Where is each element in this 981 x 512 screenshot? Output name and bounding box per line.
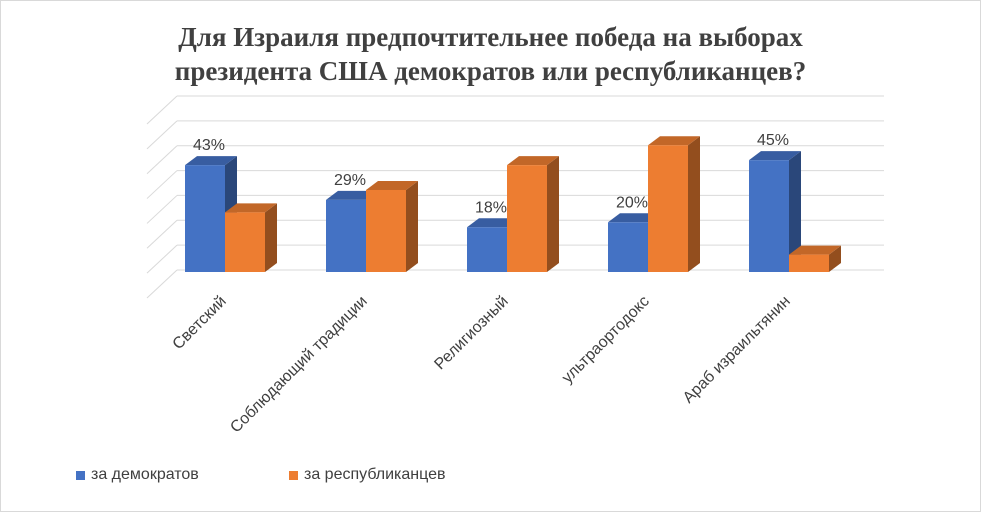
legend-item-republicans: за республиканцев: [289, 466, 446, 484]
data-label: 18%: [475, 199, 507, 216]
bar-top: [185, 156, 237, 166]
data-label: 43%: [193, 137, 225, 154]
legend-label-republicans: за республиканцев: [304, 466, 446, 483]
bar-top: [225, 203, 277, 213]
bar: [185, 165, 225, 272]
bar-side: [547, 156, 559, 272]
gridline-diagonal: [146, 269, 178, 299]
legend-swatch-democrats: [76, 470, 85, 480]
legend-swatch-republicans: [289, 470, 298, 480]
data-label: 45%: [757, 132, 789, 149]
bar: [608, 222, 648, 272]
legend-item-democrats: за демократов: [76, 466, 199, 484]
legend: за демократов за республиканцев: [0, 466, 981, 488]
gridline-diagonal: [146, 170, 178, 199]
bar-side: [789, 151, 801, 272]
category-label: Религиозный: [431, 293, 511, 373]
category-label: ультраортодокс: [559, 293, 653, 387]
bar-top: [648, 136, 700, 146]
category-label: Светский: [170, 293, 230, 353]
data-label: 29%: [334, 172, 366, 189]
category-label: Араб израильтянин: [680, 293, 794, 407]
bar-side: [406, 180, 418, 272]
data-label: 20%: [616, 194, 648, 211]
bar-top: [608, 213, 660, 223]
bar: [648, 145, 688, 272]
gridline-diagonal: [146, 120, 178, 150]
gridline-diagonal: [146, 145, 178, 175]
chart-title: Для Израиля предпочтительнее победа на в…: [0, 20, 981, 88]
bar-top: [467, 218, 519, 228]
bar-top: [749, 151, 801, 161]
legend-label-democrats: за демократов: [91, 466, 199, 483]
bar-side: [688, 136, 700, 272]
bar-top: [326, 190, 378, 200]
gridline-diagonal: [146, 95, 178, 125]
bar-top: [507, 156, 559, 166]
chart-title-line-2: президента США демократов или республика…: [174, 56, 807, 86]
bar: [467, 227, 507, 272]
bar: [789, 254, 829, 272]
bar: [225, 212, 265, 272]
gridline-diagonal: [146, 195, 178, 224]
bar-side: [829, 245, 841, 272]
bar: [326, 199, 366, 272]
gridline-diagonal: [146, 244, 178, 274]
bar-top: [366, 180, 418, 190]
bar: [507, 165, 547, 272]
bar-side: [265, 203, 277, 272]
chart-title-line-1: Для Израиля предпочтительнее победа на в…: [178, 22, 803, 52]
bar: [366, 189, 406, 272]
gridline-diagonal: [146, 219, 178, 249]
bar: [749, 160, 789, 272]
bar-top: [789, 245, 841, 255]
category-label: Соблюдающий традиции: [227, 293, 371, 437]
